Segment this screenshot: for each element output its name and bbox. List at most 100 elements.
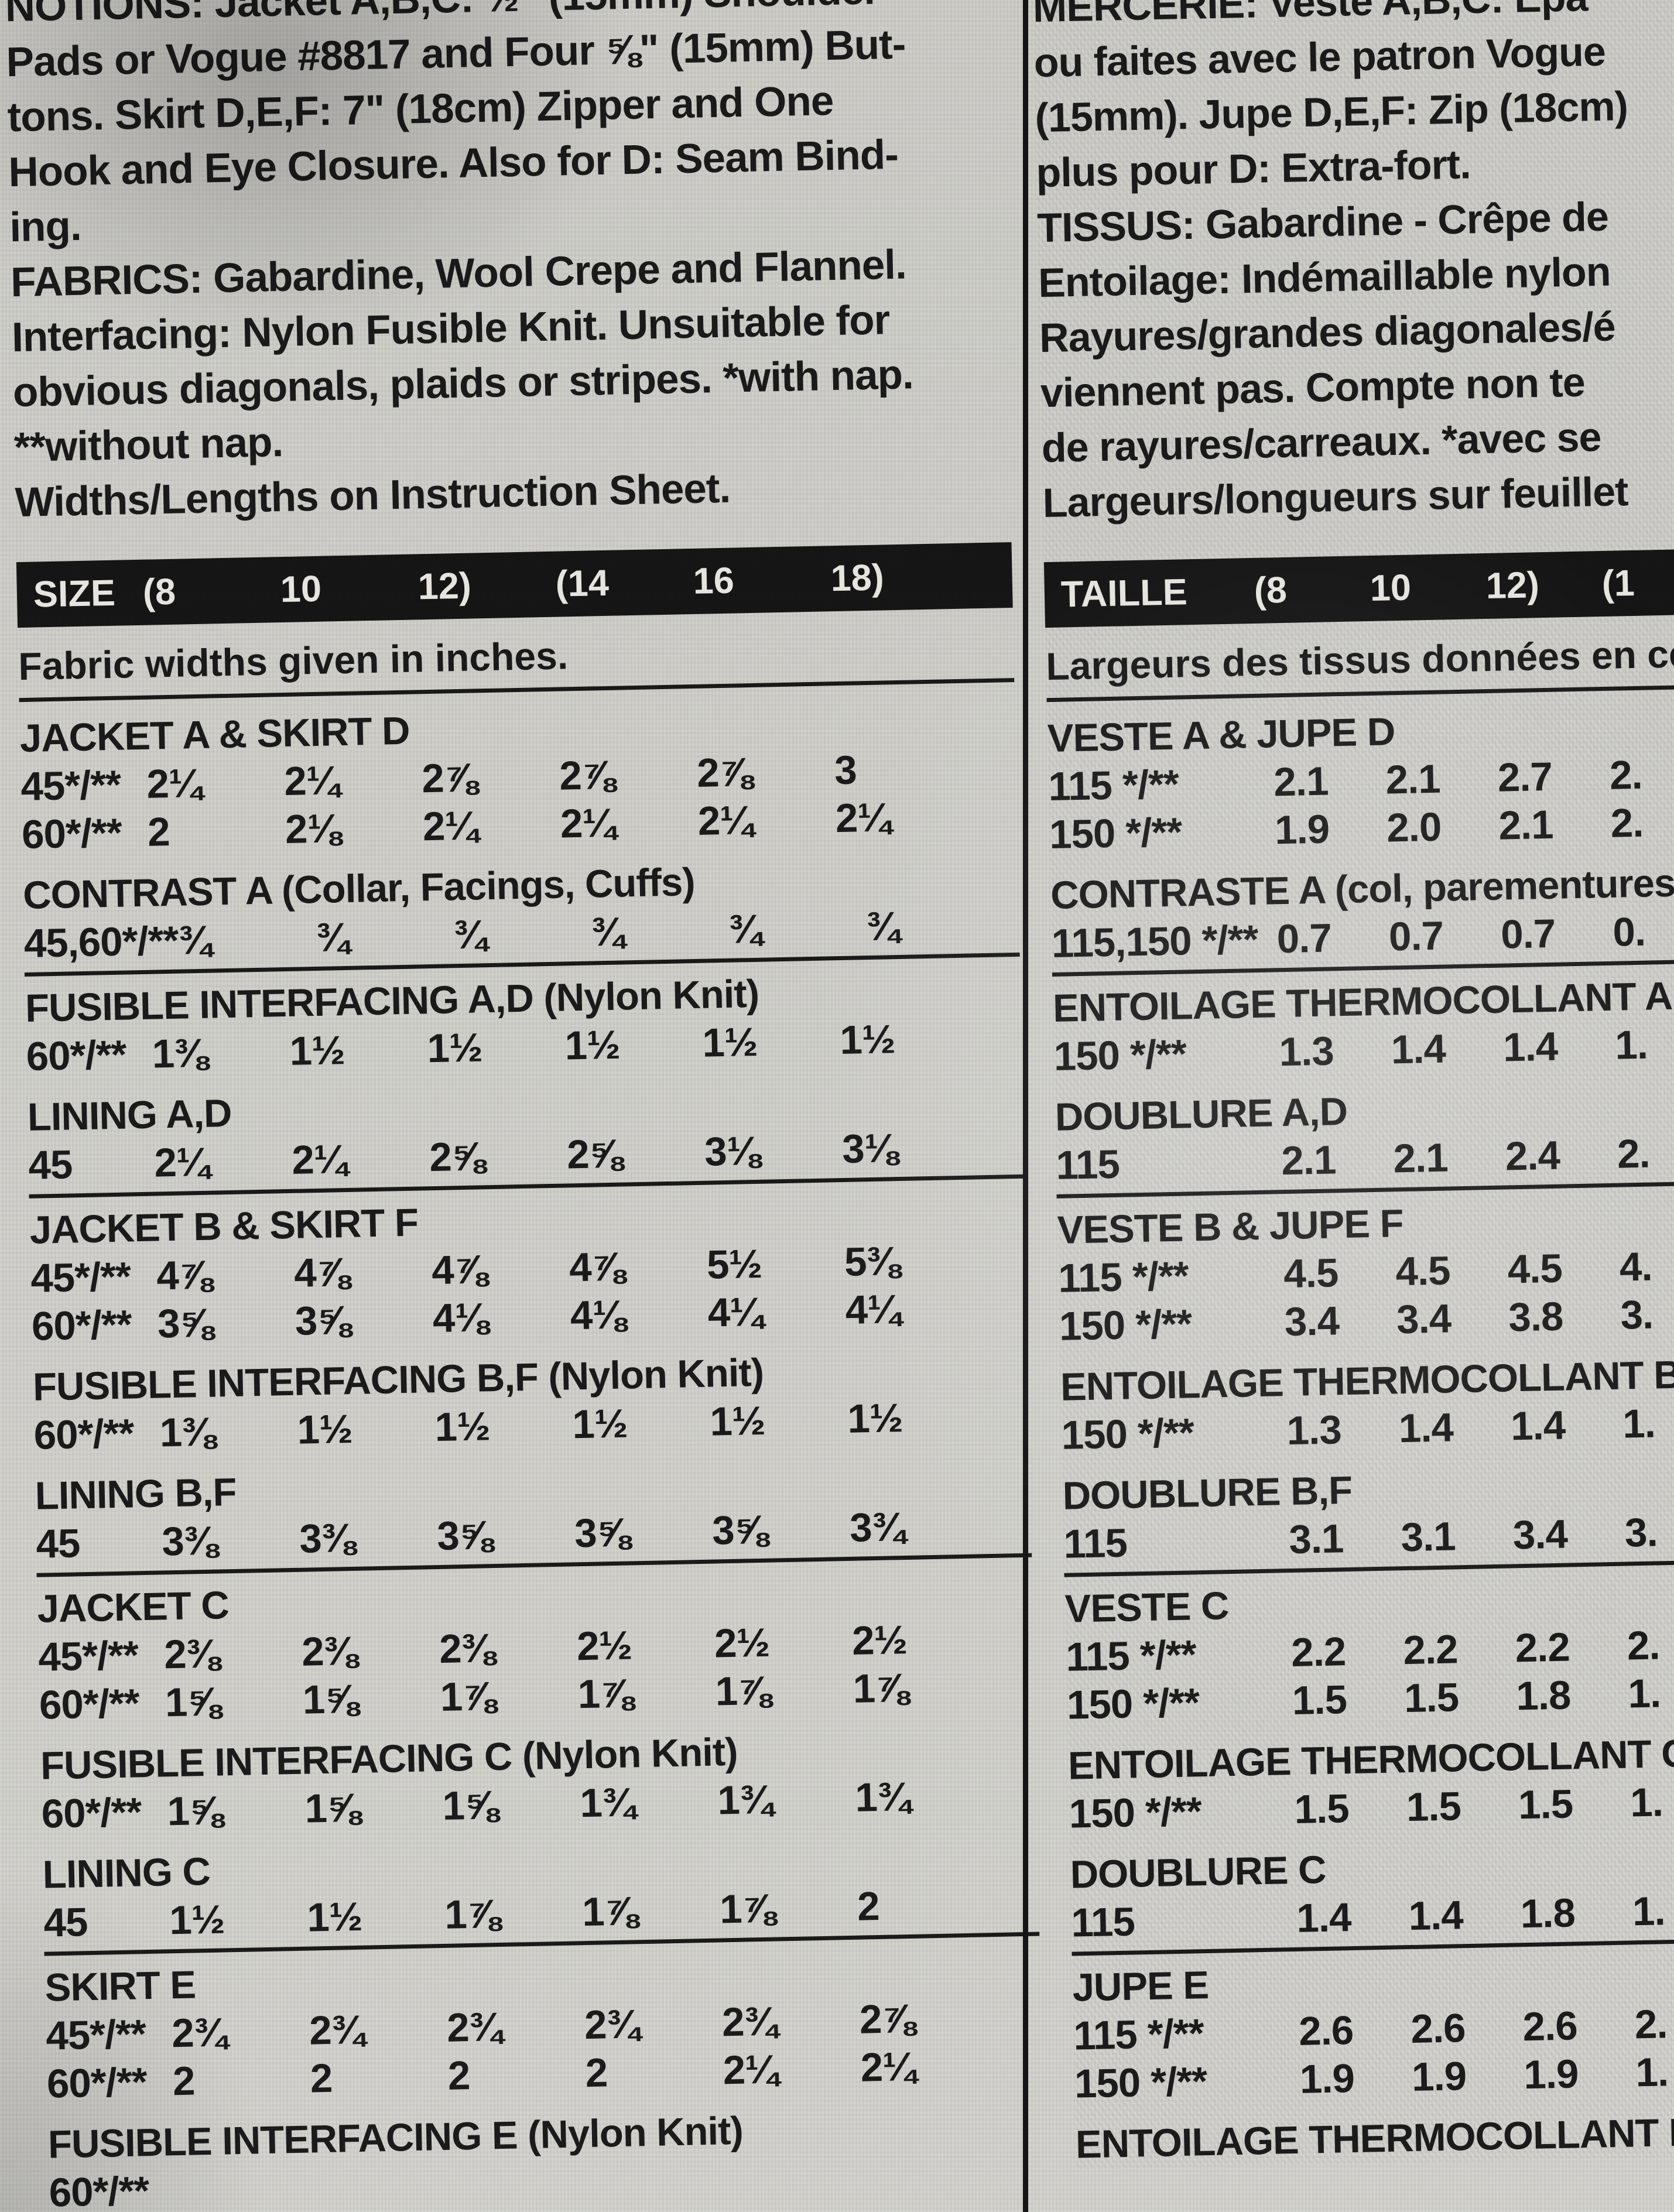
yardage-section: DOUBLURE B,F 115 3.1 3.1 3.4 3. [1062,1459,1674,1569]
yardage-value: 2 [310,2055,333,2101]
yardage-value: 1½ [434,1403,491,1450]
yardage-value: 2¼ [283,758,340,804]
yardage-value: 2¾ [309,2006,365,2053]
yardage-section: DOUBLURE C 115 1.4 1.4 1.8 1. [1070,1838,1674,1947]
yardage-value: 1.5 [1403,1675,1459,1721]
yardage-value: 1½ [289,1028,345,1074]
fabric-width-label: 115,150 */** [1051,916,1259,966]
fabric-width-label: 115 */** [1057,1253,1189,1301]
fabric-width-label: 115 */** [1073,2011,1204,2059]
mercerie-tissus-paragraph: MERCERIE: Veste A,B,C: Épa ou faites avec… [1032,0,1674,530]
yardage-value: 3 [834,747,857,793]
yardage-value: 2¼ [835,795,891,841]
taille-header-label: TAILLE [1060,571,1188,615]
yardage-value: 2.6 [1522,2003,1578,2050]
size-column-header: 12) [1485,564,1540,607]
yardage-value: 1⅞ [444,1891,501,1937]
yardage-section: LINING A,D 45 2¼ 2¼ 2⅝ 2⅝ 3⅛ 3⅛ [27,1074,1024,1190]
yardage-value: 2½ [714,1619,770,1666]
section-title: ENTOILAGE THERMOCOLLANT E (in [1075,2109,1674,2167]
size-column-header: 16 [693,560,735,602]
yardage-value: 3⅝ [574,1509,630,1556]
english-column-content: NOTIONS: Jacket A,B,C: ½" (15mm) Shoulde… [5,0,1045,2212]
yardage-value: 2. [1609,752,1643,798]
yardage-value: 1½ [847,1395,903,1441]
yardage-value: 2.1 [1281,1137,1337,1184]
yardage-value: 2¾ [584,2001,640,2048]
yardage-value: ¾ [177,917,212,963]
yardage-value: 3⅝ [436,1512,493,1559]
yardage-value: 2¼ [422,803,478,850]
yardage-value: 2⅝ [566,1131,623,1177]
yardage-value: 1. [1614,1022,1648,1068]
yardage-value: 1. [1632,1888,1666,1934]
size-header-label: SIZE [33,572,116,615]
yardage-value: 2⅞ [859,1995,915,2042]
yardage-value: 1.8 [1515,1672,1572,1719]
yardage-value: 2 [585,2050,608,2096]
yardage-value: 3⅝ [711,1506,768,1553]
yardage-value: 2¼ [860,2043,916,2090]
yardage-value: 1⅝ [304,1785,361,1831]
yardage-value: 2.7 [1497,754,1553,800]
yardage-value: 1.4 [1398,1405,1454,1451]
fabric-width-label: 150 */** [1049,809,1182,858]
yardage-section: VESTE A & JUPE D 115 */** 2.1 2.1 2.7 2. 150 *… [1047,701,1674,859]
fabric-width-label: 60*/** [26,1032,127,1079]
size-column-header: 12) [417,565,472,608]
fabric-width-label: 115 [1070,1899,1135,1946]
yardage-value: 1⅞ [715,1667,771,1714]
yardage-value: 3⅝ [295,1297,351,1344]
yardage-value: 1.3 [1286,1407,1342,1454]
fabric-width-label: 115 [1063,1520,1128,1567]
yardage-value: 2.6 [1410,2005,1466,2052]
yardage-value: ¾ [590,909,625,955]
fabric-width-label: 45,60*/** [23,917,179,966]
yardage-value: 2¾ [446,2004,502,2050]
size-column-header: 10 [280,568,322,611]
yardage-section: FUSIBLE INTERFACING B,F (Nylon Knit) 60*/… [32,1344,1029,1460]
yardage-value: 3⅛ [704,1128,760,1175]
yardage-value: 3.4 [1512,1511,1568,1558]
yardage-sections-english: JACKET A & SKIRT D 45*/** 2¼ 2¼ 2⅞ 2⅞ 2⅞ 3 60*/*… [19,695,1045,2212]
fabric-width-label: 45 [43,1899,88,1946]
yardage-value: 5⅜ [844,1238,900,1285]
yardage-value: 2⅛ [285,806,341,852]
yardage-value: 2. [1610,800,1644,846]
yardage-section: VESTE C 115 */** 2.2 2.2 2.2 2. 150 */** 1.5 1.5… [1064,1572,1674,1730]
yardage-value: 1.9 [1523,2051,1579,2098]
yardage-value: 1.4 [1510,1402,1566,1449]
yardage-value: 1⅝ [166,1788,223,1834]
yardage-section: VESTE B & JUPE F 115 */** 4.5 4.5 4.5 4. 150 *… [1057,1193,1674,1351]
fabric-width-label: 45 [28,1142,73,1188]
yardage-value: 1.5 [1406,1783,1461,1830]
yardage-section: SKIRT E 45*/** 2¾ 2¾ 2¾ 2¾ 2¾ 2⅞ 60*/** 2 2 2 2 2¼ 2¼ [44,1944,1043,2108]
yardage-value: 1¾ [854,1773,911,1820]
yardage-value: 2¼ [723,2046,779,2093]
fabric-width-label: 150 */** [1053,1031,1187,1079]
fabric-width-label: 60*/** [46,2059,148,2107]
yardage-value: 1. [1622,1401,1656,1447]
fabric-width-label: 60*/** [39,1680,140,1728]
yardage-value: 3.1 [1288,1516,1344,1563]
yardage-value: 2⅝ [429,1134,485,1180]
yardage-value: 1½ [169,1896,225,1943]
yardage-value: 2.2 [1402,1627,1459,1673]
yardage-value: 4⅛ [432,1295,488,1341]
yardage-value: 4⅞ [156,1252,213,1299]
yardage-value: 0.7 [1388,913,1444,960]
yardage-value: 2¾ [721,1998,778,2045]
yardage-value: 0. [1612,909,1646,955]
yardage-value: 3⅜ [299,1515,355,1562]
yardage-value: 1⅝ [302,1676,358,1723]
yardage-value: 2¼ [560,800,616,847]
yardage-value: 2. [1627,1622,1661,1669]
fabric-width-label: 150 */** [1068,1789,1202,1837]
yardage-value: 1⅞ [581,1888,638,1935]
yardage-value: 1.3 [1278,1028,1334,1075]
fabric-width-label: 115 */** [1065,1632,1197,1680]
fabric-width-label: 150 */** [1059,1301,1192,1349]
fabric-width-label: 150 */** [1060,1410,1194,1458]
yardage-value: 1⅞ [577,1670,634,1717]
